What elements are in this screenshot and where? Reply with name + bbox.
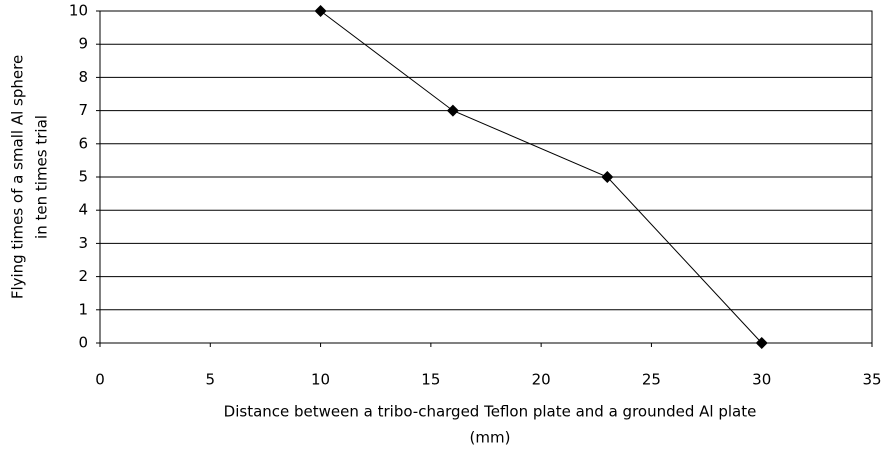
x-tick-label: 30 bbox=[752, 371, 771, 389]
y-tick-label: 4 bbox=[78, 201, 88, 219]
y-axis-label: Flying times of a small Al sphere bbox=[9, 55, 27, 299]
y-tick-label: 10 bbox=[69, 2, 88, 20]
y-tick-label: 3 bbox=[78, 234, 88, 252]
x-axis-label: Distance between a tribo-charged Teflon … bbox=[224, 403, 757, 421]
y-tick-label: 5 bbox=[78, 168, 88, 186]
y-tick-label: 0 bbox=[78, 334, 88, 352]
x-tick-label: 10 bbox=[311, 371, 330, 389]
line bbox=[320, 10, 763, 344]
x-axis-label: (mm) bbox=[470, 429, 511, 447]
y-tick-label: 6 bbox=[78, 134, 88, 152]
marker bbox=[446, 104, 459, 117]
x-tick-label: 15 bbox=[421, 371, 440, 389]
y-tick-label: 2 bbox=[78, 267, 88, 285]
y-tick-label: 8 bbox=[78, 68, 88, 86]
marker bbox=[755, 337, 768, 349]
y-tick-label: 1 bbox=[78, 300, 88, 318]
marker bbox=[314, 5, 327, 17]
x-tick-label: 5 bbox=[206, 371, 216, 389]
x-tick-label: 0 bbox=[95, 371, 105, 389]
x-tick-label: 20 bbox=[532, 371, 551, 389]
y-tick-label: 9 bbox=[78, 35, 88, 53]
y-tick-label: 7 bbox=[78, 101, 88, 119]
marker bbox=[601, 171, 614, 183]
x-tick-label: 25 bbox=[642, 371, 661, 389]
x-tick-label: 35 bbox=[862, 371, 881, 389]
y-axis-label: in ten times trial bbox=[33, 115, 51, 239]
